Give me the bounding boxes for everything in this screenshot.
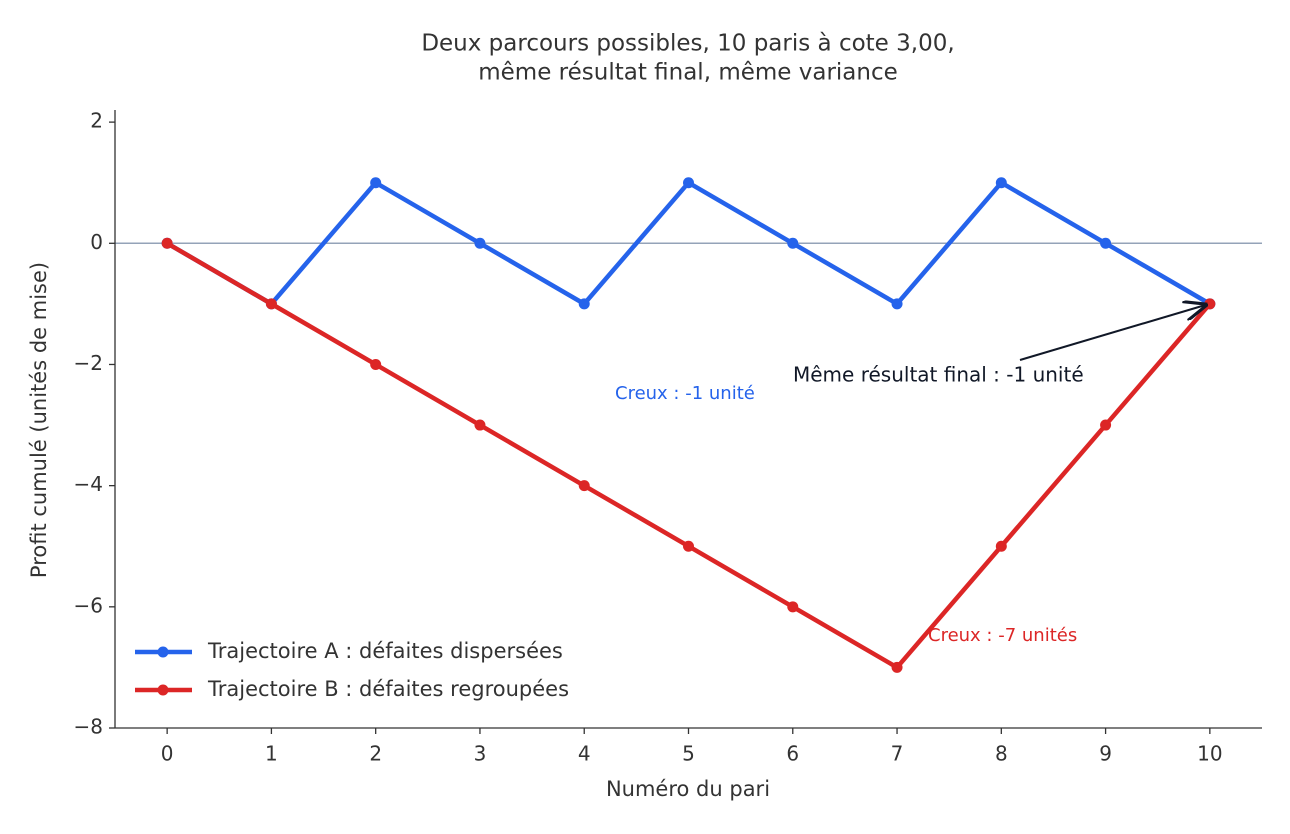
x-tick-label: 5: [682, 742, 695, 766]
series-point: [995, 177, 1007, 189]
series-point: [891, 661, 903, 673]
legend-marker: [157, 646, 169, 658]
annotation-arrow: [1019, 305, 1206, 361]
x-tick-label: 3: [474, 742, 487, 766]
x-tick-label: 4: [578, 742, 591, 766]
annotation: Creux : -7 unités: [928, 625, 1077, 646]
series-point: [787, 601, 799, 613]
series-point: [370, 177, 382, 189]
series-line: [166, 241, 1212, 670]
series-point: [161, 237, 173, 249]
series-point: [578, 298, 590, 310]
series-point: [474, 419, 486, 431]
x-tick-label: 9: [1099, 742, 1112, 766]
y-tick-label: −8: [74, 715, 103, 739]
annotation: Creux : -1 unité: [615, 383, 755, 404]
series-point: [1100, 237, 1112, 249]
x-tick-label: 8: [995, 742, 1008, 766]
x-tick-label: 10: [1197, 742, 1222, 766]
chart-title: Deux parcours possibles, 10 paris à cote…: [421, 31, 954, 57]
y-tick-label: 2: [90, 109, 103, 133]
annotation: Même résultat final : -1 unité: [793, 363, 1084, 387]
y-tick-label: −6: [74, 593, 103, 617]
x-tick-label: 6: [786, 742, 799, 766]
x-tick-label: 1: [265, 742, 278, 766]
chart-title: même résultat final, même variance: [478, 60, 898, 86]
series-point: [370, 358, 382, 370]
y-tick-label: −2: [74, 351, 103, 375]
x-axis-label: Numéro du pari: [606, 777, 770, 801]
x-tick-label: 7: [891, 742, 904, 766]
series-point: [683, 177, 694, 189]
series-point: [787, 237, 799, 249]
series-point: [995, 540, 1007, 552]
legend-label: Trajectoire B : défaites regroupées: [207, 677, 569, 701]
series-point: [474, 237, 486, 249]
x-tick-label: 2: [369, 742, 382, 766]
legend-marker: [157, 684, 169, 696]
x-tick-label: 0: [161, 742, 174, 766]
series-point: [683, 540, 694, 552]
y-tick-label: 0: [90, 230, 103, 254]
y-tick-label: −4: [74, 472, 103, 496]
series-point: [265, 298, 277, 310]
series-point: [1204, 298, 1216, 310]
series-point: [891, 298, 903, 310]
series-point: [1100, 419, 1112, 431]
series-point: [578, 480, 590, 492]
legend-label: Trajectoire A : défaites dispersées: [207, 639, 563, 663]
y-axis-label: Profit cumulé (unités de mise): [27, 262, 51, 578]
